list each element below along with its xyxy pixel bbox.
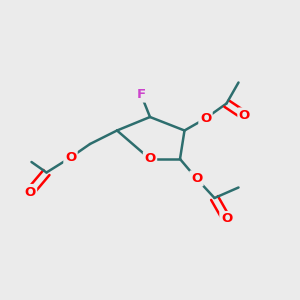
Text: O: O xyxy=(221,212,232,226)
Text: F: F xyxy=(136,88,146,101)
Text: O: O xyxy=(144,152,156,166)
Text: O: O xyxy=(191,172,202,185)
Text: O: O xyxy=(65,151,76,164)
Text: O: O xyxy=(24,185,36,199)
Text: O: O xyxy=(200,112,211,125)
Text: O: O xyxy=(239,109,250,122)
